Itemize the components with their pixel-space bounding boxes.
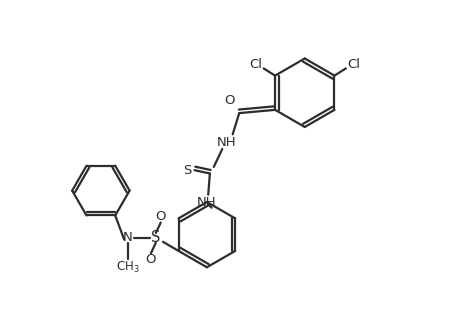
Text: S: S bbox=[151, 230, 160, 245]
Text: O: O bbox=[156, 210, 166, 223]
Text: Cl: Cl bbox=[249, 58, 262, 71]
Text: N: N bbox=[123, 231, 133, 244]
Text: NH: NH bbox=[197, 196, 216, 209]
Text: O: O bbox=[146, 253, 156, 266]
Text: Cl: Cl bbox=[348, 58, 361, 71]
Text: S: S bbox=[183, 164, 191, 177]
Text: CH$_3$: CH$_3$ bbox=[116, 260, 140, 275]
Text: NH: NH bbox=[216, 136, 236, 149]
Text: O: O bbox=[224, 93, 235, 107]
